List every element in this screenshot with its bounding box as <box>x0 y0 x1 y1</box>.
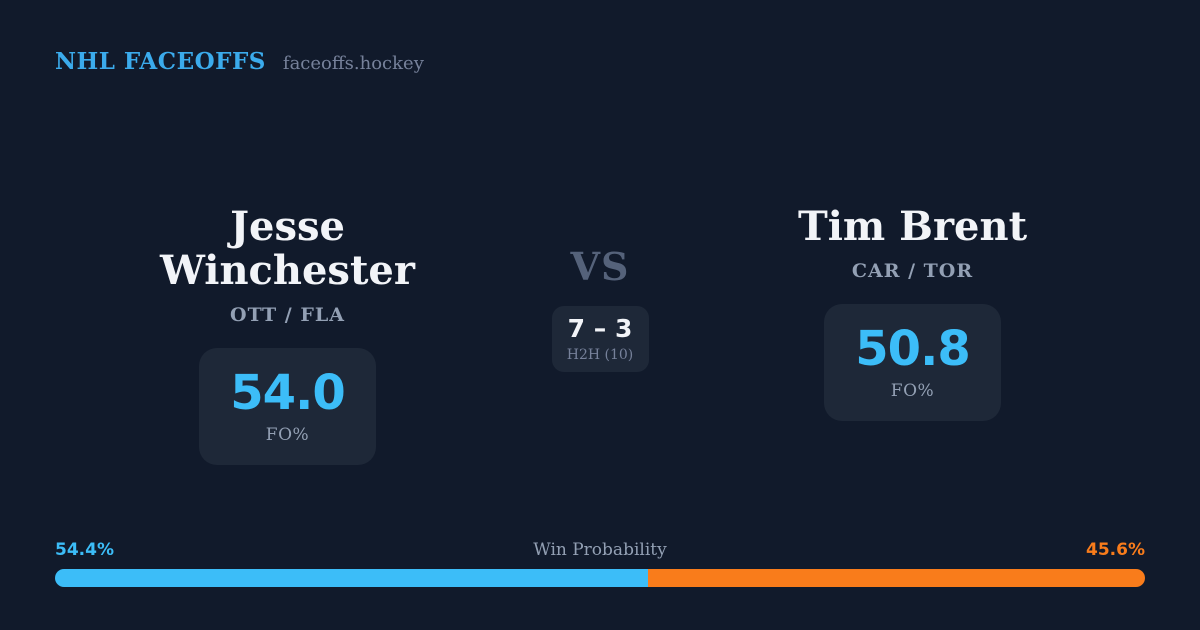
site-label: faceoffs.hockey <box>282 53 424 74</box>
player-teams-right: CAR / TOR <box>851 260 974 282</box>
fo-label-right: FO% <box>890 380 935 401</box>
win-bar-left-segment <box>55 569 648 587</box>
win-probability-labels: 54.4% Win Probability 45.6% <box>55 540 1145 560</box>
h2h-score: 7 – 3 <box>567 313 633 343</box>
header: NHL FACEOFFS faceoffs.hockey <box>55 48 424 75</box>
player-panel-left: Jesse Winchester OTT / FLA 54.0 FO% <box>100 205 475 465</box>
fo-value-right: 50.8 <box>855 320 970 377</box>
win-probability-bar <box>55 569 1145 587</box>
win-probability-right-pct: 45.6% <box>1086 540 1145 560</box>
h2h-label: H2H (10) <box>566 346 634 363</box>
fo-value-left: 54.0 <box>230 364 345 421</box>
win-probability-title: Win Probability <box>533 540 667 560</box>
fo-label-left: FO% <box>265 424 310 445</box>
player-name-right: Tim Brent <box>797 203 1028 250</box>
h2h-card: 7 – 3 H2H (10) <box>551 306 649 372</box>
win-bar-right-segment <box>647 569 1145 587</box>
fo-card-left: 54.0 FO% <box>199 348 376 465</box>
player-name-left: Jesse Winchester <box>160 203 415 294</box>
win-probability-left-pct: 54.4% <box>55 540 114 560</box>
player-teams-left: OTT / FLA <box>230 304 345 326</box>
fo-card-right: 50.8 FO% <box>824 304 1001 421</box>
win-probability-section: 54.4% Win Probability 45.6% <box>55 540 1145 587</box>
brand-title: NHL FACEOFFS <box>55 48 266 75</box>
vs-panel: VS 7 – 3 H2H (10) <box>480 248 720 372</box>
vs-label: VS <box>570 244 630 289</box>
player-panel-right: Tim Brent CAR / TOR 50.8 FO% <box>725 205 1100 421</box>
